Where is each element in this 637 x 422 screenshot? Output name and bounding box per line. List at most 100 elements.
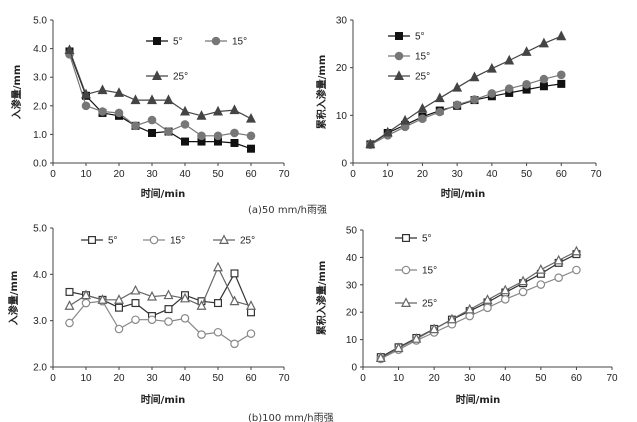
legend-marker (211, 36, 221, 46)
panel-b-cumulative: 0 10 20 30 40 50 60 70 0 10 20 30 40 50 时间/min 累积入渗量/mm… (315, 226, 618, 407)
data-point (213, 131, 223, 141)
legend-label: 5° (173, 37, 183, 48)
y-tick-label: 2.0 (33, 363, 47, 374)
data-point (97, 84, 108, 95)
legend-label: 25° (240, 236, 255, 247)
x-tick-label: 0 (360, 373, 366, 384)
data-point (81, 88, 91, 99)
data-point (434, 92, 445, 103)
data-point (196, 110, 207, 120)
x-tick-label: 10 (80, 169, 92, 180)
data-point (452, 81, 463, 92)
data-point (446, 313, 457, 324)
data-point (130, 94, 141, 105)
y-tick-label: 40 (346, 253, 358, 264)
legend-label: 15° (422, 266, 437, 277)
x-tick-label: 40 (486, 169, 498, 180)
data-point (229, 295, 240, 306)
y-tick-label: 30 (336, 16, 348, 27)
data-point (556, 70, 566, 80)
legend-marker (394, 70, 404, 81)
legend-label: 5° (415, 32, 425, 43)
data-point (180, 314, 190, 323)
x-tick-label: 40 (179, 169, 191, 180)
x-tick-label: 10 (382, 169, 394, 180)
x-tick-label: 30 (146, 373, 158, 384)
legend-label: 25° (422, 299, 437, 310)
data-point (196, 300, 207, 310)
y-tick-label: 50 (346, 226, 358, 237)
panel-a-infiltration: 0 10 20 30 40 50 60 70 0.0 1.0 2.0 3.0 4.0 5.0 时间/min 入… (10, 16, 290, 201)
legend-label: 15° (170, 236, 185, 247)
data-point (469, 71, 480, 82)
series-line (380, 250, 577, 359)
data-point (504, 54, 515, 65)
legend-label: 25° (173, 72, 188, 83)
legend-marker (219, 234, 229, 244)
data-point (180, 292, 190, 303)
legend-marker (149, 235, 159, 245)
series-line (68, 54, 252, 137)
data-point (214, 299, 223, 308)
data-point (230, 128, 239, 138)
x-tick-label: 20 (417, 169, 429, 180)
x-tick-label: 0 (50, 373, 56, 384)
data-point (518, 287, 528, 297)
x-tick-label: 0 (50, 169, 56, 180)
data-point (181, 137, 190, 146)
data-point (500, 284, 511, 295)
data-point (536, 280, 546, 289)
data-point (164, 317, 173, 326)
y-axis-label: 累积入渗量/mm (315, 261, 328, 336)
data-point (556, 30, 567, 41)
data-point (482, 294, 493, 304)
y-tick-label: 10 (346, 335, 358, 346)
x-axis-label: 时间/min (456, 393, 501, 406)
data-point (417, 102, 428, 113)
data-point (163, 289, 174, 300)
x-tick-label: 50 (212, 373, 224, 384)
y-tick-label: 3.0 (33, 73, 47, 84)
series-line (68, 49, 252, 120)
legend-marker (152, 70, 162, 81)
data-point (229, 104, 240, 115)
data-point (147, 115, 157, 125)
data-point (429, 323, 440, 334)
data-point (213, 105, 223, 116)
data-point (147, 94, 157, 105)
x-tick-label: 30 (464, 373, 476, 384)
data-point (504, 84, 514, 93)
data-point (230, 339, 239, 349)
data-point (246, 131, 256, 141)
data-point (535, 264, 546, 274)
y-tick-label: 5.0 (33, 16, 47, 27)
data-point (114, 294, 124, 304)
data-point (131, 121, 140, 131)
data-point (114, 324, 124, 334)
data-point (521, 46, 532, 56)
data-point (483, 303, 492, 313)
x-tick-label: 60 (556, 169, 568, 180)
x-tick-label: 20 (113, 169, 125, 180)
y-tick-label: 10 (336, 111, 348, 122)
x-tick-label: 60 (245, 373, 257, 384)
caption-b: (b)100 mm/h雨强 (248, 412, 334, 422)
data-point (470, 95, 479, 104)
y-tick-label: 3.0 (33, 316, 47, 327)
data-point (180, 105, 190, 116)
data-point (81, 101, 91, 111)
y-tick-label: 0 (351, 363, 357, 374)
legend-label: 15° (232, 37, 247, 48)
data-point (64, 44, 75, 55)
data-point (197, 330, 206, 339)
data-point (365, 138, 376, 149)
data-point (65, 318, 74, 328)
series-line (69, 300, 252, 345)
x-tick-label: 50 (521, 169, 533, 180)
data-point (411, 333, 422, 343)
data-point (148, 128, 157, 137)
data-point (557, 79, 566, 88)
data-point (98, 107, 107, 116)
data-point (97, 294, 108, 304)
data-point (246, 300, 256, 310)
